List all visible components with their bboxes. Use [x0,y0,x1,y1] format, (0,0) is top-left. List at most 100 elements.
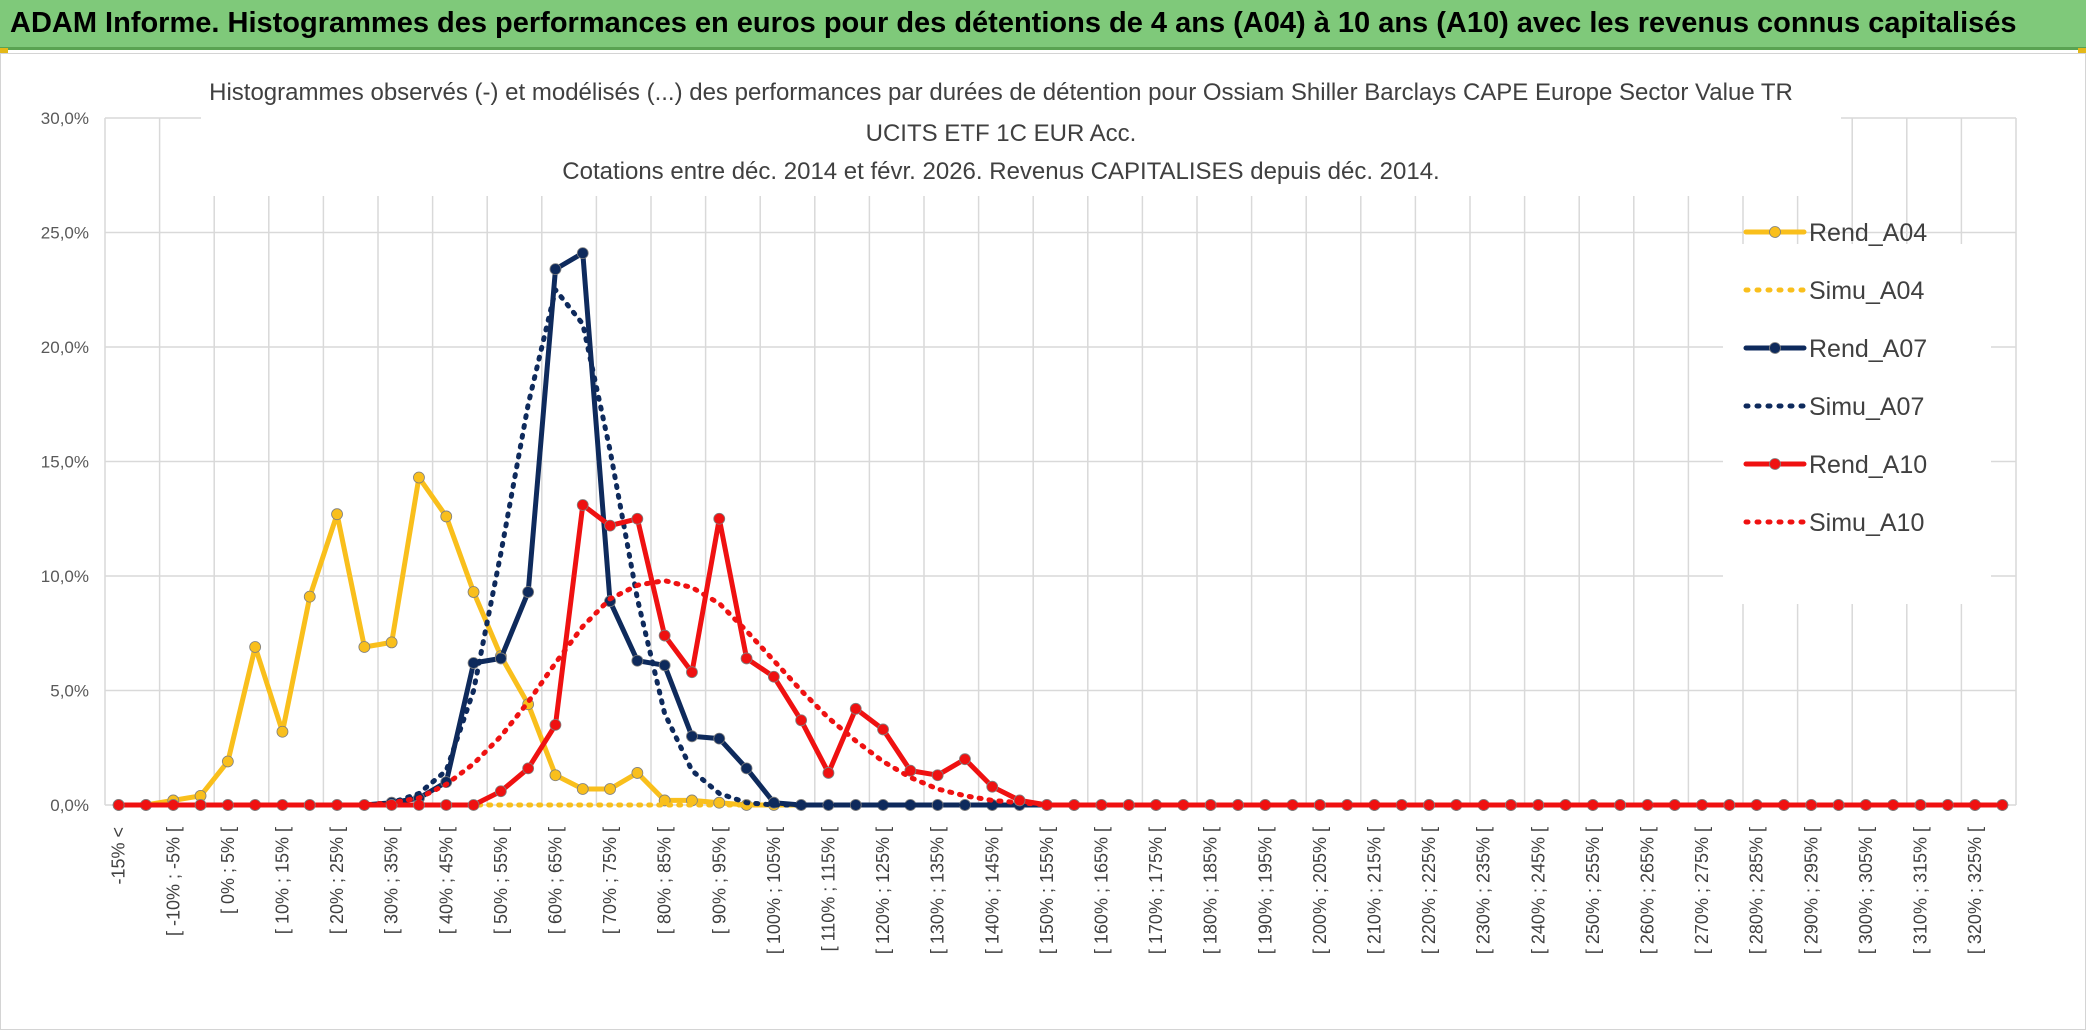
x-tick-label: [ 100% ; 105% [ [764,827,784,954]
data-point [549,769,562,782]
data-point [385,636,398,649]
data-point [740,652,753,665]
data-point [494,785,507,798]
legend-item: Rend_A07 [1743,335,1927,363]
data-point [576,783,589,795]
x-tick-label: [ 150% ; 155% [ [1037,827,1057,954]
x-tick-label: [ 40% ; 45% [ [436,827,456,934]
legend-marker [1769,226,1781,238]
data-point [522,586,535,598]
data-point [413,471,425,484]
data-point [249,641,262,653]
x-tick-label: [ 190% ; 195% [ [1255,827,1275,954]
legend: Rend_A04 Simu_A04 Rend_A07 Simu_A07 Rend_A10… [1723,219,1991,604]
series-line [116,287,2005,808]
series-line [116,475,2005,808]
x-tick-label: [ 320% ; 325% [ [1965,827,1985,954]
report-banner-title: ADAM Informe. Histogrammes des performan… [10,7,2017,39]
legend-label: Simu_A07 [1809,393,1924,421]
data-point [276,725,289,738]
legend-label: Rend_A10 [1809,451,1927,479]
data-point [713,512,726,525]
data-point [658,659,671,672]
data-point [467,799,480,811]
x-tick-label: [ 130% ; 135% [ [928,827,948,954]
data-point [440,799,453,811]
data-point [631,767,644,779]
legend-label: Rend_A07 [1809,335,1927,363]
x-tick-label: [ 210% ; 215% [ [1364,827,1384,954]
x-tick-label: [ 110% ; 115% [ [818,827,838,951]
data-point [576,499,589,511]
data-point [931,769,944,782]
x-tick-label: [ 170% ; 175% [ [1146,827,1166,954]
x-tick-label: [ 60% ; 65% [ [545,827,565,934]
data-point [849,702,862,715]
legend-item: Rend_A10 [1743,451,1927,479]
chart-frame: 0,0% 5,0% 10,0% 15,0% 20,0% 25,0% 30,0% -15% < [… [0,53,2086,1030]
data-point [549,718,562,731]
data-point [658,629,671,642]
x-tick-label: [ 10% ; 15% [ [272,827,292,934]
banner-corner-right [2078,48,2086,53]
data-point [604,783,616,795]
data-point [822,767,835,779]
x-tick-label: [ 230% ; 235% [ [1474,827,1494,954]
data-point [549,263,562,276]
legend-item: Simu_A04 [1743,277,1924,305]
series-simu-a10 [116,578,2005,808]
x-tick-label: -15% < [109,827,129,885]
chart-title-line: UCITS ETF 1C EUR Acc. [866,120,1137,147]
title-background [201,72,1841,196]
chart-title-line: Cotations entre déc. 2014 et févr. 2026.… [562,158,1439,185]
x-tick-label: [ 250% ; 255% [ [1583,827,1603,954]
x-tick-label: [ 140% ; 145% [ [982,827,1002,954]
x-tick-label: [ 70% ; 75% [ [600,827,620,934]
chart-title: Histogrammes observés (-) et modélisés (… [201,72,1841,196]
histogram-chart: 0,0% 5,0% 10,0% 15,0% 20,0% 25,0% 30,0% -15% < [… [41,72,2017,954]
x-tick-label: [ 200% ; 205% [ [1310,827,1330,954]
legend-background [1723,244,1991,604]
x-tick-label: [ 240% ; 245% [ [1528,827,1548,954]
report-banner: ADAM Informe. Histogrammes des performan… [0,0,2086,50]
x-tick-label: [ 160% ; 165% [ [1091,827,1111,954]
legend-marker [1769,342,1781,354]
y-tick-label: 20,0% [41,338,89,357]
legend-item: Rend_A04 [1743,219,1927,247]
x-tick-label: [ 120% ; 125% [ [873,827,893,954]
data-point [740,762,753,775]
data-point [686,666,698,679]
x-tick-label: [ 300% ; 305% [ [1856,827,1876,954]
series [112,247,2009,811]
data-point [986,780,999,793]
y-tick-label: 15,0% [41,453,89,472]
data-point [686,730,698,743]
data-point [440,510,453,523]
legend-item: Simu_A10 [1743,509,1924,537]
series-line [116,578,2005,808]
x-tick-label: [ 260% ; 265% [ [1637,827,1657,954]
legend-marker [1769,458,1781,470]
data-point [604,519,616,532]
data-point [631,512,644,525]
x-tick-label: [ 280% ; 285% [ [1747,827,1767,954]
y-tick-label: 30,0% [41,109,89,128]
x-tick-label: [ 30% ; 35% [ [382,827,402,934]
series-line [116,250,2005,808]
banner-corner-left [0,48,8,53]
data-point [303,590,316,603]
x-tick-label: [ 180% ; 185% [ [1201,827,1221,954]
legend-item: Simu_A07 [1743,393,1924,421]
data-point [959,753,971,766]
x-tick-label: [ 310% ; 315% [ [1910,827,1930,954]
data-point [576,247,589,260]
x-tick-label: [ 270% ; 275% [ [1692,827,1712,954]
x-tick-label: [ 90% ; 95% [ [709,827,729,934]
data-point [795,714,808,727]
data-point [413,799,425,811]
data-point [631,654,644,667]
x-tick-label: [ 20% ; 25% [ [327,827,347,934]
y-tick-label: 25,0% [41,224,89,243]
legend-label: Rend_A04 [1809,219,1927,247]
x-tick-label: [ 220% ; 225% [ [1419,827,1439,954]
